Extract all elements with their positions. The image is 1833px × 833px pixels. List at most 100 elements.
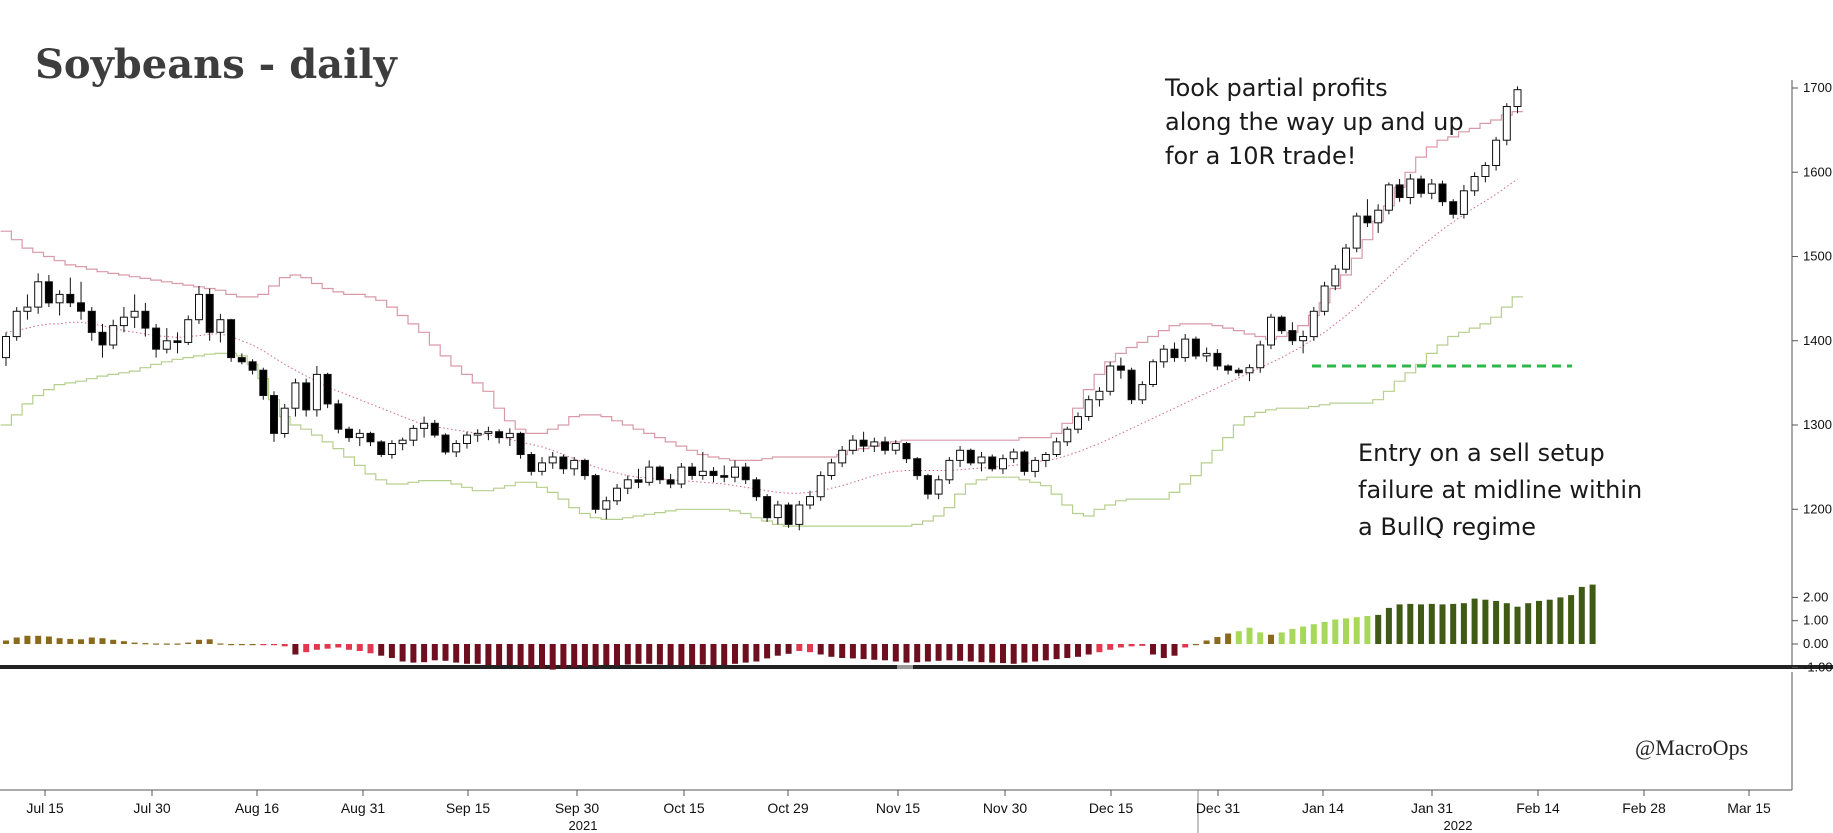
candle (98, 323, 107, 358)
indicator-bar (721, 644, 728, 665)
candle-body (323, 373, 332, 405)
candle-body (966, 449, 975, 464)
indicator-bar (828, 644, 835, 657)
indicator-bar (1117, 644, 1124, 648)
candle-body (420, 422, 429, 429)
candle (881, 436, 889, 455)
indicator-bar (1343, 618, 1349, 644)
candle (1009, 448, 1018, 463)
indicator-bar (1589, 584, 1596, 644)
indicator-bar (817, 644, 824, 655)
candle (902, 441, 911, 463)
candle (1041, 451, 1050, 468)
indicator-bar (635, 644, 642, 664)
profit-annotation-line-1: Took partial profits (1164, 74, 1388, 102)
candle (977, 451, 986, 472)
indicator-bar (935, 644, 942, 661)
candle-body (1191, 338, 1200, 357)
candle (891, 440, 900, 455)
indicator-bar (131, 642, 138, 644)
pane-separator-handle[interactable] (897, 665, 913, 669)
time-tick-label: Jan 31 (1411, 800, 1453, 816)
indicator-bar (485, 644, 492, 665)
candle-body (1170, 348, 1179, 359)
time-tick-label: Aug 31 (341, 800, 386, 816)
candle (484, 426, 493, 441)
candle (956, 446, 965, 468)
candle (216, 313, 225, 343)
time-tick-label: Dec 15 (1089, 800, 1134, 816)
candle (366, 431, 375, 447)
price-tick-label: 1500 (1803, 249, 1832, 264)
indicator-bar (699, 644, 706, 665)
indicator-bar (989, 644, 996, 663)
indicator-bar (24, 635, 31, 644)
indicator-bar (1353, 617, 1360, 644)
candle (237, 353, 246, 365)
candle (66, 277, 75, 308)
candle-body (141, 310, 150, 329)
indicator-bar (410, 644, 417, 663)
candle (1342, 243, 1350, 274)
candle-body (934, 479, 943, 495)
indicator-bar (1000, 644, 1006, 664)
candle-body (570, 459, 579, 470)
time-tick-label: Jul 15 (26, 800, 64, 816)
candle (1427, 178, 1436, 200)
indicator-bar (517, 644, 524, 667)
indicator-bar (1010, 644, 1017, 664)
candle (184, 315, 193, 345)
candle-body (270, 395, 278, 434)
indicator-bar (1460, 603, 1467, 644)
candle (1213, 349, 1222, 371)
indicator-bar (196, 639, 202, 644)
candle (741, 462, 750, 484)
candle (570, 457, 579, 476)
candle-body (806, 496, 814, 506)
candle (441, 433, 450, 455)
indicator-bar (1203, 640, 1210, 644)
candle-body (216, 319, 225, 333)
candle (1127, 367, 1136, 404)
candle (23, 294, 32, 320)
candle (1417, 175, 1425, 198)
indicator-bar (1032, 644, 1039, 662)
candle (1449, 199, 1458, 219)
candle (270, 391, 278, 442)
candle (634, 468, 643, 489)
indicator-bar (110, 639, 117, 644)
indicator-bar (1578, 586, 1585, 644)
candle-body (1256, 344, 1265, 369)
indicator-bar (3, 640, 9, 644)
candle (945, 457, 954, 484)
candle (141, 302, 150, 337)
indicator-bar (1064, 644, 1071, 658)
indicator-bar (453, 644, 460, 663)
candle (291, 378, 300, 417)
indicator-bar (892, 644, 899, 662)
candle (698, 451, 707, 480)
indicator-bar (560, 644, 567, 669)
candle-body (666, 479, 675, 485)
indicator-bar (1321, 621, 1328, 644)
candle-body (2, 336, 10, 359)
indicator-bar (185, 642, 192, 644)
candle-body (473, 432, 482, 436)
candle (387, 440, 396, 459)
entry-annotation-line-3: a BullQ regime (1358, 513, 1536, 541)
candle (752, 477, 761, 501)
candle-body (1052, 441, 1061, 455)
candle-body (559, 456, 568, 470)
profit-annotation-line-2: along the way up and up (1165, 108, 1464, 136)
time-tick-label: Feb 14 (1516, 800, 1560, 816)
candle (1159, 344, 1168, 368)
candle-body (838, 449, 847, 464)
bollinger-bands (0, 111, 1523, 527)
candle (345, 426, 353, 442)
candle (1181, 334, 1190, 362)
candle-body (1074, 416, 1082, 430)
candle (795, 500, 804, 531)
indicator-bar (388, 644, 395, 658)
candle (1202, 347, 1211, 362)
indicator-bar (271, 644, 277, 646)
